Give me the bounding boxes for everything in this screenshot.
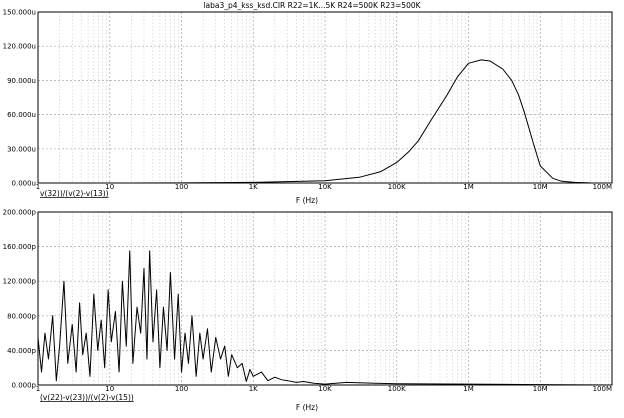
series-line	[37, 59, 613, 184]
y-tick-label: 160.000p	[3, 243, 37, 251]
x-tick-label: 100K	[388, 385, 406, 393]
y-tick-label: 80.000p	[7, 312, 36, 320]
x-tick-label: 100M	[593, 183, 612, 191]
plot-frame	[37, 11, 613, 184]
plot-frame	[37, 211, 613, 386]
x-tick-label: 100K	[388, 183, 406, 191]
y-tick-label: 0.000u	[12, 180, 36, 188]
y-tick-label: 60.000u	[7, 111, 36, 119]
y-tick-label: 120.000u	[3, 43, 36, 51]
x-tick-label: 100M	[593, 385, 612, 393]
grid	[37, 211, 613, 386]
x-tick-label: 1	[36, 183, 40, 191]
y-tick-label: 30.000u	[7, 145, 36, 153]
x-tick-label: 1M	[463, 183, 474, 191]
x-tick-label: 1K	[249, 385, 258, 393]
y-tick-label: 150.000u	[3, 9, 36, 17]
chart-panel-1: 0.000u 30.000u 60.000u 90.000u 120.000u 150.0…	[3, 9, 613, 205]
x-axis-label: F (Hz)	[296, 403, 318, 412]
y-tick-label: 200.000p	[3, 209, 37, 217]
x-tick-label: 10	[105, 385, 114, 393]
y-tick-label: 0.000p	[12, 382, 37, 390]
x-axis-label: F (Hz)	[296, 196, 318, 205]
x-tick-label: 100	[175, 385, 188, 393]
trace-name[interactable]: v(32))/(v(2)-v(13))	[40, 189, 109, 198]
x-tick-label: 10M	[533, 385, 548, 393]
y-tick-label: 40.000p	[7, 347, 36, 355]
x-tick-label: 10K	[318, 183, 332, 191]
y-tick-label: 120.000p	[3, 278, 37, 286]
grid	[37, 11, 613, 184]
x-tick-label: 10M	[533, 183, 548, 191]
x-tick-label: 10K	[318, 385, 332, 393]
window-title: laba3_p4_kss_ksd.CIR R22=1K...5K R24=500…	[203, 1, 421, 10]
series-line	[37, 250, 613, 386]
x-tick-label: 10	[105, 183, 114, 191]
x-tick-label: 1K	[249, 183, 258, 191]
chart-panel-2: 0.000p 40.000p 80.000p 120.000p 160.000p 200.…	[3, 209, 613, 412]
x-tick-label: 1M	[463, 385, 474, 393]
x-tick-label: 100	[175, 183, 188, 191]
y-tick-label: 90.000u	[7, 77, 36, 85]
trace-name[interactable]: (v(22)-v(23))/(v(2)-v(15))	[40, 393, 134, 402]
x-tick-label: 1	[36, 385, 40, 393]
